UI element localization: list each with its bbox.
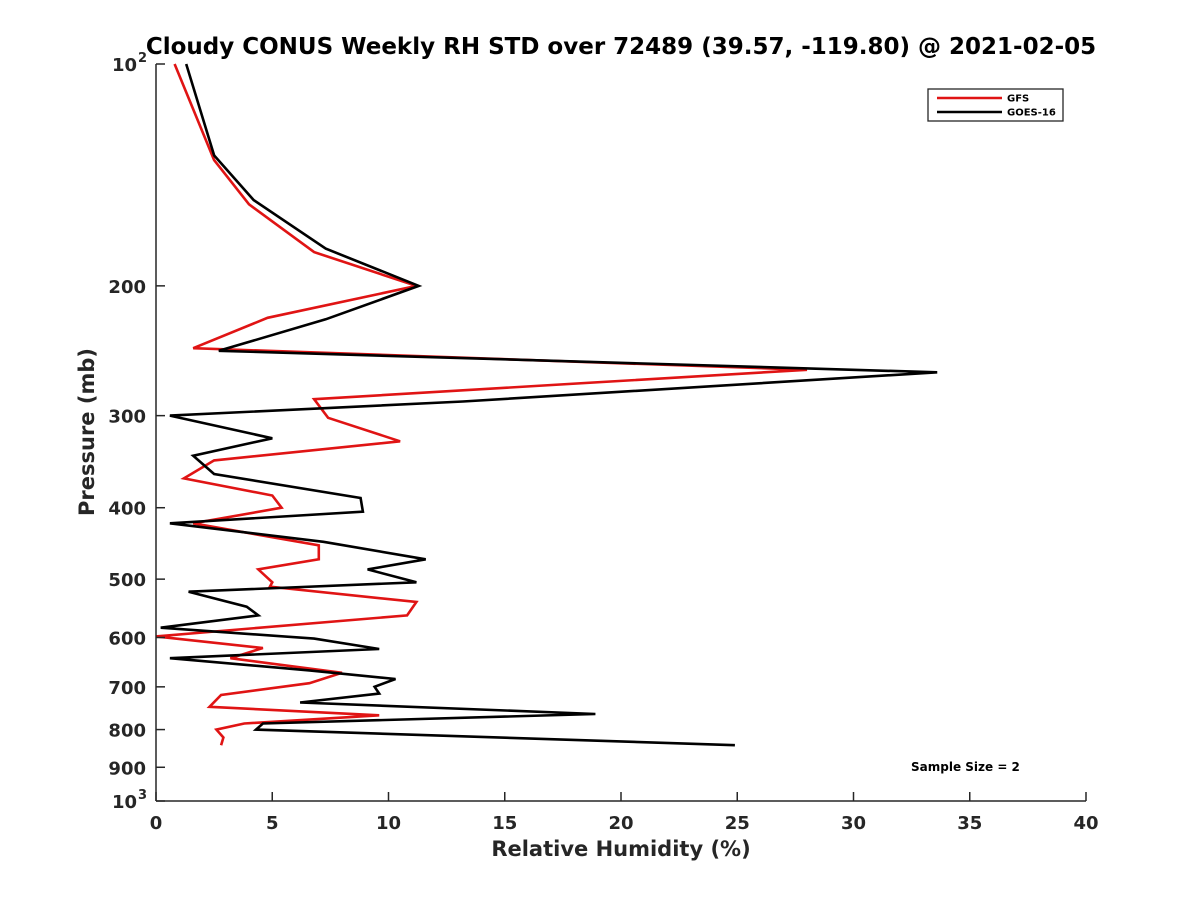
x-tick-label: 0	[150, 813, 163, 834]
x-axis-label: Relative Humidity (%)	[491, 837, 750, 861]
plot-area	[156, 64, 1086, 801]
y-tick-label: 700	[108, 678, 146, 699]
x-tick-label: 40	[1073, 813, 1098, 834]
chart-title: Cloudy CONUS Weekly RH STD over 72489 (3…	[146, 34, 1096, 60]
legend-box	[927, 88, 1064, 122]
x-tick-label: 30	[841, 813, 866, 834]
legend-label-gfs: GFS	[1007, 94, 1029, 105]
y-tick-label: 600	[108, 628, 146, 649]
y-tick-label: 200	[108, 277, 146, 298]
sample-size-annotation: Sample Size = 2	[911, 760, 1020, 774]
y-tick-label: 900	[108, 758, 146, 779]
y-tick-label: 300	[108, 407, 146, 428]
x-tick-label: 35	[957, 813, 982, 834]
series-line-goes-16	[160, 63, 938, 747]
y-tick-label: 500	[108, 570, 146, 591]
x-tick-label: 5	[266, 813, 279, 834]
y-tick-label: 400	[108, 499, 146, 520]
x-tick-label: 10	[376, 813, 401, 834]
x-ticks: 0 5 10 15 20 25 30 35 40	[150, 792, 1099, 834]
x-tick-label: 20	[608, 813, 633, 834]
y-tick-label: 10	[112, 55, 137, 76]
legend-label-goes-16: GOES-16	[1007, 108, 1056, 119]
y-tick-label: 800	[108, 721, 146, 742]
series-line-gfs	[155, 63, 808, 746]
y-tick-exponent: 3	[138, 788, 147, 803]
y-tick-label: 10	[112, 792, 137, 813]
y-axis-label: Pressure (mb)	[75, 348, 99, 516]
x-tick-label: 25	[725, 813, 750, 834]
x-tick-label: 15	[492, 813, 517, 834]
legend: GFS GOES-16	[927, 88, 1064, 122]
y-tick-exponent: 2	[138, 51, 147, 66]
series-layer	[155, 63, 938, 747]
